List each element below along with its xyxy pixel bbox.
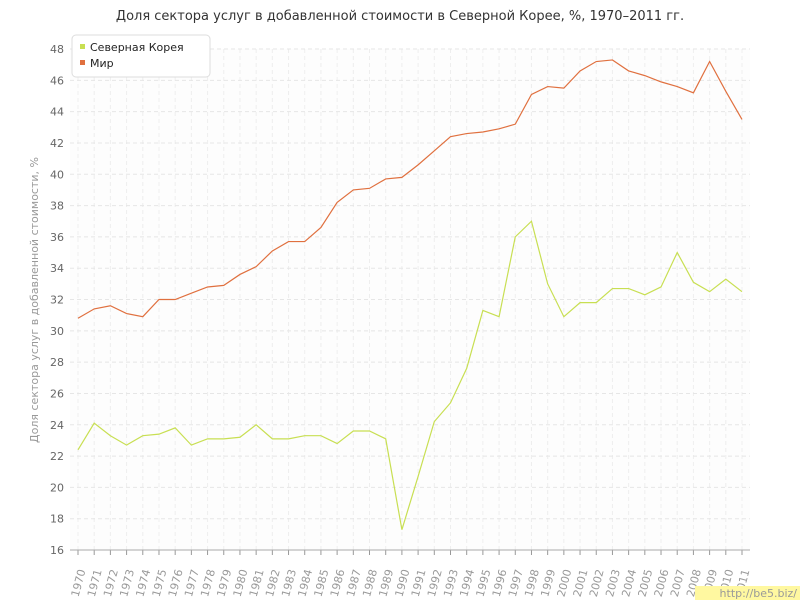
y-tick-label: 18 <box>50 513 64 526</box>
y-tick-label: 34 <box>50 262 64 275</box>
y-tick-label: 30 <box>50 325 64 338</box>
legend-label: Мир <box>90 57 114 70</box>
legend-swatch <box>80 44 85 49</box>
legend-box <box>71 34 211 78</box>
y-tick-label: 38 <box>50 200 64 213</box>
series-line <box>77 59 743 319</box>
y-tick-label: 32 <box>50 294 64 307</box>
y-tick-label: 42 <box>50 137 64 150</box>
y-axis-label: Доля сектора услуг в добавленной стоимос… <box>28 157 41 443</box>
y-tick-label: 36 <box>50 231 64 244</box>
y-tick-label: 16 <box>50 544 64 557</box>
series-line <box>77 220 743 530</box>
y-tick-label: 20 <box>50 481 64 494</box>
legend-label: Северная Корея <box>90 41 184 54</box>
legend-swatch <box>80 60 85 65</box>
y-tick-label: 22 <box>50 450 64 463</box>
chart-title: Доля сектора услуг в добавленной стоимос… <box>116 9 684 24</box>
y-tick-label: 28 <box>50 356 64 369</box>
y-tick-label: 26 <box>50 387 64 400</box>
y-tick-label: 48 <box>50 43 64 56</box>
y-tick-label: 46 <box>50 74 64 87</box>
watermark-bg <box>695 586 800 600</box>
y-tick-label: 24 <box>50 419 64 432</box>
y-tick-label: 44 <box>50 106 64 119</box>
watermark: http://be5.biz/ <box>720 587 798 600</box>
y-tick-label: 40 <box>50 168 64 181</box>
